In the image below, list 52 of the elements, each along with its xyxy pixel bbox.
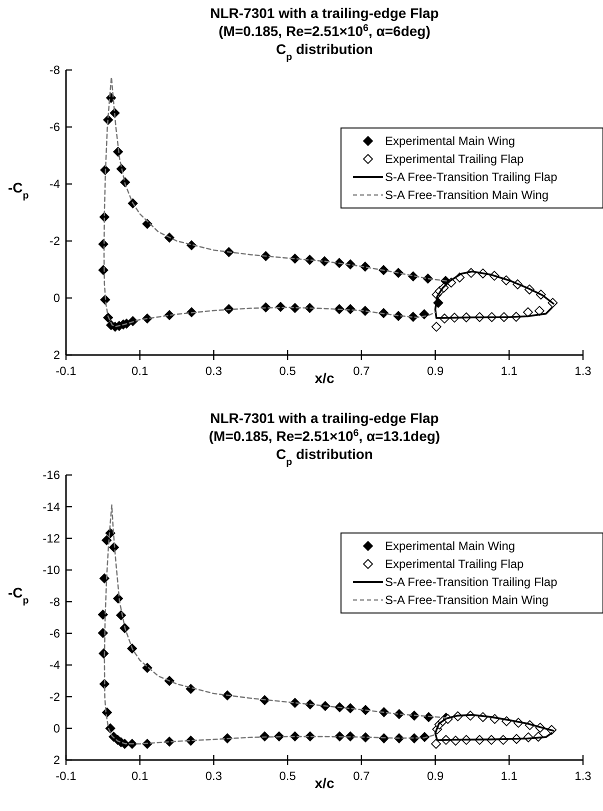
chart-title: NLR-7301 with a trailing-edge Flap (M=0.185, Re=2.51×10$^{6}$, α=6deg) C$_{p}$ distribution <box>210 5 439 62</box>
x-tick-label: 0.3 <box>205 364 222 378</box>
x-tick-label: 0.1 <box>132 364 149 378</box>
legend-label: Experimental Main Wing <box>385 539 516 554</box>
y-tick-label: 0 <box>53 722 60 736</box>
legend-label: S-A Free-Transition Trailing Flap <box>385 575 558 590</box>
point <box>99 573 110 584</box>
legend-label: S-A Free-Transition Main Wing <box>385 593 549 608</box>
y-tick-label: 2 <box>53 348 60 362</box>
x-tick-label: 1.3 <box>574 364 592 378</box>
x-tick-label: -0.1 <box>56 769 77 783</box>
y-tick-label: -10 <box>42 563 60 578</box>
y-tick-label: -2 <box>49 234 60 248</box>
x-tick-label: 0.9 <box>426 364 444 378</box>
y-tick-label: -8 <box>49 63 60 78</box>
y-tick-label: -4 <box>49 177 60 192</box>
chart-title: NLR-7301 with a trailing-edge Flap (M=0.185, Re=2.51×10$^{6}$, α=13.1deg) C$_{p}$ distribution <box>208 410 440 468</box>
y-axis-title: -C$_{p}$ <box>8 180 29 201</box>
x-tick-label: -0.1 <box>56 364 77 378</box>
y-tick-label: 0 <box>53 291 60 306</box>
y-tick-label: -6 <box>49 120 60 134</box>
x-tick-label: 1.3 <box>574 769 592 783</box>
point <box>98 610 108 620</box>
x-tick-label: 0.5 <box>279 364 296 378</box>
x-axis-title: x/c <box>314 775 334 791</box>
y-tick-label: -14 <box>42 500 60 514</box>
legend-label: S-A Free-Transition Trailing Flap <box>385 170 558 184</box>
point <box>102 535 112 546</box>
y-tick-label: -12 <box>42 532 60 546</box>
legend-label: Experimental Trailing Flap <box>385 557 524 572</box>
y-tick-label: -6 <box>49 626 60 641</box>
y-tick-label: 2 <box>53 753 60 768</box>
y-tick-label: -16 <box>42 468 60 482</box>
legend-label: S-A Free-Transition Main Wing <box>385 188 549 202</box>
x-tick-label: 0.3 <box>205 769 222 783</box>
point <box>534 306 544 316</box>
x-tick-label: 1.1 <box>500 364 518 378</box>
x-tick-label: 1.1 <box>500 769 518 783</box>
legend-label: Experimental Trailing Flap <box>385 152 524 166</box>
point <box>431 322 442 332</box>
x-tick-label: 0.7 <box>353 364 370 378</box>
x-tick-label: 0.7 <box>353 769 370 783</box>
x-tick-label: 0.5 <box>279 769 296 783</box>
x-tick-label: 0.1 <box>132 769 149 783</box>
y-tick-label: -8 <box>49 594 60 609</box>
y-tick-label: -4 <box>49 658 60 672</box>
x-tick-label: 0.9 <box>426 769 444 783</box>
legend-label: Experimental Main Wing <box>385 134 516 148</box>
y-tick-label: -2 <box>49 690 60 704</box>
x-axis-title: x/c <box>314 370 334 386</box>
point <box>431 738 441 749</box>
y-axis-title: -C$_{p}$ <box>8 584 29 606</box>
